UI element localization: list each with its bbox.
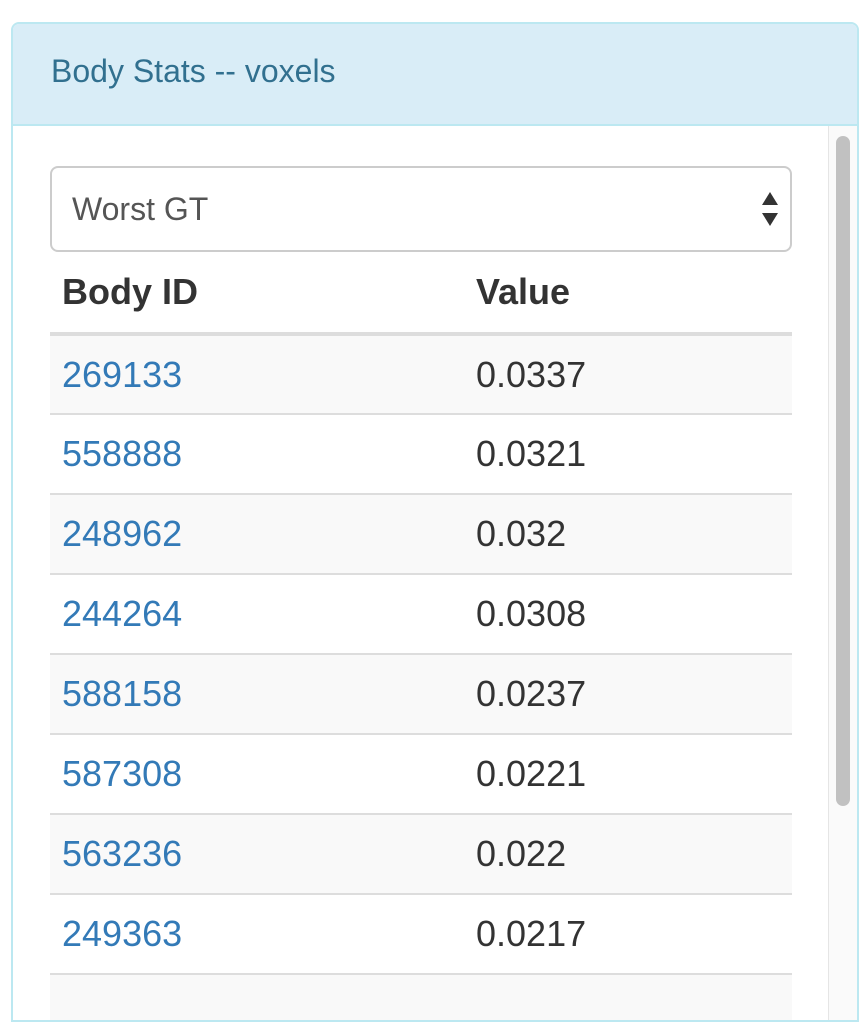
body-value: 0.0221 [476, 753, 587, 794]
body-value: 0.022 [476, 833, 567, 874]
body-value: 0.0237 [476, 673, 587, 714]
table-row: 588158 0.0237 [50, 654, 792, 735]
select-arrows-icon [762, 192, 778, 226]
column-header-value: Value [464, 252, 792, 336]
table-header-row: Body ID Value [50, 252, 792, 336]
body-value: 0.032 [476, 513, 567, 554]
stat-type-select-value: Worst GT [72, 190, 209, 227]
vertical-scrollbar[interactable] [828, 126, 857, 1020]
body-id-link[interactable]: 588158 [62, 673, 183, 714]
table-row: 587308 0.0221 [50, 734, 792, 815]
body-id-link[interactable]: 249363 [62, 913, 183, 954]
body-stats-table: Body ID Value 269133 0.0337 558888 0.032… [50, 252, 792, 1020]
body-value: 0.0217 [476, 913, 587, 954]
panel-title: Body Stats -- voxels [51, 52, 336, 89]
body-value: 0.0308 [476, 593, 587, 634]
body-id-link[interactable]: 244264 [62, 593, 183, 634]
body-id-link[interactable]: 563236 [62, 833, 183, 874]
body-id-link[interactable]: 587308 [62, 753, 183, 794]
table-row: 563236 0.022 [50, 814, 792, 895]
stat-type-select[interactable]: Worst GT [50, 166, 792, 252]
body-stats-panel: Body Stats -- voxels Worst GT Body ID Va… [11, 22, 859, 1022]
panel-body: Worst GT Body ID Value 269133 0.0337 558… [13, 126, 857, 1020]
table-row: 249363 0.0217 [50, 894, 792, 975]
table-row: 558888 0.0321 [50, 414, 792, 495]
body-value: 0.0321 [476, 433, 587, 474]
column-header-body-id: Body ID [50, 252, 464, 336]
body-value: 0.0337 [476, 353, 587, 395]
body-id-link[interactable]: 248962 [62, 513, 183, 554]
scrollbar-thumb[interactable] [836, 136, 850, 806]
table-row: 269133 0.0337 [50, 334, 792, 415]
table-row: 244264 0.0308 [50, 574, 792, 655]
body-id-link[interactable]: 269133 [62, 353, 183, 395]
table-row: 248962 0.032 [50, 494, 792, 575]
panel-heading: Body Stats -- voxels [13, 24, 857, 126]
body-id-link[interactable]: 558888 [62, 433, 183, 474]
table-row [50, 974, 792, 1020]
